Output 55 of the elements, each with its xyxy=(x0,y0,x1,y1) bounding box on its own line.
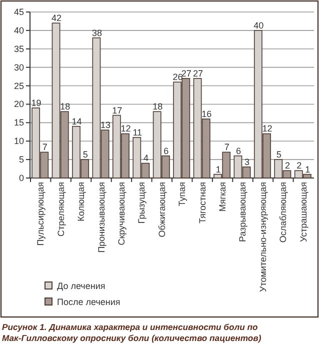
data-label: 38 xyxy=(92,28,102,38)
data-label: 42 xyxy=(52,13,62,24)
x-tick-label: Пронизывающая xyxy=(96,182,106,253)
y-tick-label: 40 xyxy=(14,25,24,36)
x-tick-label: Грызущая xyxy=(136,182,147,224)
y-tick-label: 10 xyxy=(14,136,24,146)
x-tick-label: Колющая xyxy=(76,182,86,222)
data-label: 2 xyxy=(284,160,290,171)
y-tick-label: 20 xyxy=(14,99,24,110)
x-tick-label: Пульсирующая xyxy=(36,182,46,246)
data-label: 27 xyxy=(193,68,204,78)
y-tick-label: 45 xyxy=(14,7,24,17)
data-label: 14 xyxy=(72,116,82,126)
data-label: 5 xyxy=(82,150,88,160)
data-label: 6 xyxy=(164,146,169,156)
data-label: 7 xyxy=(224,142,230,152)
x-tick-label: Скручивающая xyxy=(116,182,126,246)
data-label: 26 xyxy=(172,72,183,82)
data-label: 18 xyxy=(152,102,163,112)
x-tick-label: Мягкая xyxy=(218,182,228,212)
y-tick-label: 30 xyxy=(14,62,24,72)
data-label: 40 xyxy=(254,20,264,30)
y-tick-label: 15 xyxy=(14,118,24,128)
y-tick-label: 25 xyxy=(14,80,24,91)
x-tick-label: Устрашающая xyxy=(298,182,308,242)
data-label: 3 xyxy=(244,156,250,167)
x-tick-label: Разрывающая xyxy=(238,182,248,242)
text: Рисунок 1. Динамика характера и интенсивности боли по Мак-Гилловскому опроснику боли (количество пациентов) xyxy=(2,322,262,343)
data-label: 18 xyxy=(60,102,70,112)
x-tick-label: Ослабляющая xyxy=(278,182,288,243)
data-label: 1 xyxy=(305,164,310,174)
data-label: 12 xyxy=(120,124,131,134)
data-label: 2 xyxy=(296,160,302,171)
y-tick-label: 5 xyxy=(18,154,24,165)
data-label: 7 xyxy=(42,142,48,152)
data-label: 19 xyxy=(31,98,42,108)
data-label: 1 xyxy=(216,164,221,174)
data-label: 12 xyxy=(262,124,272,134)
data-label: 16 xyxy=(202,108,212,119)
data-label: 13 xyxy=(100,120,111,130)
y-tick-label: 35 xyxy=(14,44,24,54)
data-label: 17 xyxy=(112,105,122,116)
x-tick-label: Тупая xyxy=(177,182,188,206)
legend-label: До лечения xyxy=(57,281,106,291)
data-label: 4 xyxy=(143,153,148,164)
data-label: 6 xyxy=(236,146,241,156)
legend-label: После лечения xyxy=(57,297,120,307)
y-tick-label: 0 xyxy=(18,173,24,183)
x-tick-label: Тягостная xyxy=(197,182,208,224)
data-label: 11 xyxy=(132,127,142,138)
x-tick-label: Стреляющая xyxy=(56,182,66,236)
data-label: 27 xyxy=(181,68,192,78)
x-tick-label: Утомительно-изнуряющая xyxy=(258,182,268,292)
data-label: 5 xyxy=(276,150,282,160)
x-tick-label: Обжигающая xyxy=(156,182,167,238)
